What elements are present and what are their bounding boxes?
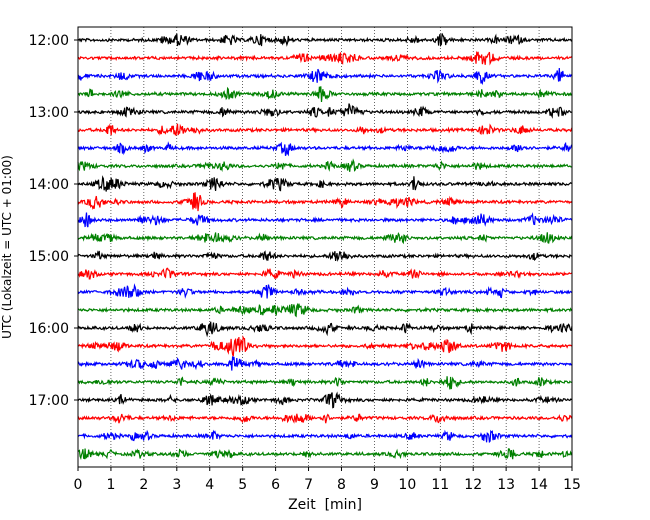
- traces: [77, 33, 573, 460]
- grid-lines: [110, 27, 540, 467]
- y-tick-label: 16:00: [29, 321, 69, 337]
- seismogram-trace: [77, 33, 573, 47]
- x-tick-label: 3: [172, 477, 181, 493]
- y-tick-label: 12:00: [29, 33, 69, 49]
- seismogram-trace: [77, 86, 573, 103]
- plot-frame: [77, 26, 573, 468]
- seismogram-trace: [77, 356, 573, 371]
- seismogram-trace: [77, 231, 573, 245]
- x-tick-label: 7: [304, 477, 313, 493]
- y-tick-label: 14:00: [29, 177, 69, 193]
- x-tick-label: 2: [139, 477, 148, 493]
- seismogram-trace: [77, 302, 573, 318]
- x-axis-title: Zeit [min]: [288, 497, 362, 513]
- y-tick-label: 17:00: [29, 393, 69, 409]
- seismogram-trace: [77, 413, 573, 424]
- seismogram-trace: [77, 158, 573, 173]
- seismogram-trace: [77, 212, 573, 228]
- x-tick-label: 0: [74, 477, 83, 493]
- seismogram-trace: [77, 123, 573, 136]
- x-tick-label: 15: [563, 477, 581, 493]
- x-tick-label: 8: [337, 477, 346, 493]
- x-tick-label: 13: [497, 477, 515, 493]
- seismogram-trace: [77, 50, 573, 66]
- seismogram-trace: [77, 141, 573, 157]
- y-axis-title: UTC (Lokalzeit = UTC + 01:00): [0, 155, 14, 339]
- seismogram-trace: [77, 192, 573, 212]
- x-tick-label: 6: [271, 477, 280, 493]
- y-tick-label: 13:00: [29, 105, 69, 121]
- x-tick-label: 1: [106, 477, 115, 493]
- seismogram-trace: [77, 250, 573, 262]
- x-tick-label: 9: [370, 477, 379, 493]
- seismogram-trace: [77, 429, 573, 444]
- x-axis: 0 1 2 3 4 5 6 7 8 9 10 11 12 13 14 15: [74, 467, 581, 493]
- seismogram-trace: [77, 267, 573, 280]
- x-tick-label: 4: [205, 477, 214, 493]
- seismogram-trace: [77, 283, 573, 299]
- seismogram-trace: [77, 448, 573, 460]
- seismogram-trace: [77, 391, 573, 409]
- seismogram-trace: [77, 376, 573, 390]
- seismogram-trace: [77, 321, 573, 338]
- seismogram-trace: [77, 68, 573, 86]
- seismogram-trace: [77, 103, 573, 119]
- x-tick-label: 14: [530, 477, 548, 493]
- x-tick-label: 5: [238, 477, 247, 493]
- seismogram-trace: [77, 335, 573, 357]
- seismogram-trace: [77, 175, 573, 192]
- y-tick-label: 15:00: [29, 249, 69, 265]
- x-tick-label: 10: [398, 477, 416, 493]
- y-axis: 12:00 13:00 14:00 15:00 16:00 17:00: [29, 33, 78, 409]
- x-tick-label: 11: [431, 477, 449, 493]
- x-tick-label: 12: [464, 477, 482, 493]
